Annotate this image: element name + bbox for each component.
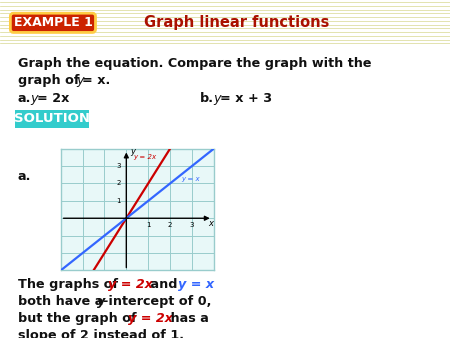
- Text: y: y: [30, 92, 37, 105]
- Text: and: and: [146, 278, 182, 291]
- Text: a.: a.: [18, 92, 32, 105]
- Text: 1: 1: [117, 198, 121, 204]
- Text: y: y: [130, 147, 135, 156]
- Text: Graph linear functions: Graph linear functions: [144, 15, 329, 30]
- Text: EXAMPLE 1: EXAMPLE 1: [14, 16, 92, 29]
- Text: SOLUTION: SOLUTION: [14, 112, 90, 125]
- Text: = x + 3: = x + 3: [220, 92, 272, 105]
- Text: both have a: both have a: [18, 295, 108, 308]
- Text: The graphs of: The graphs of: [18, 278, 122, 291]
- Text: -intercept of 0,: -intercept of 0,: [103, 295, 212, 308]
- Text: y = 2x: y = 2x: [128, 312, 173, 325]
- Text: y = 2x: y = 2x: [133, 154, 156, 160]
- Text: a.: a.: [18, 170, 32, 183]
- Text: b.: b.: [200, 92, 214, 105]
- Text: has a: has a: [166, 312, 209, 325]
- Text: = x.: = x.: [82, 74, 110, 87]
- Text: 1: 1: [146, 222, 150, 228]
- Text: y: y: [97, 295, 105, 308]
- Text: 2: 2: [168, 222, 172, 228]
- Text: x: x: [208, 219, 213, 228]
- Text: y = x: y = x: [178, 278, 214, 291]
- Text: = 2x: = 2x: [37, 92, 69, 105]
- Text: slope of 2 instead of 1.: slope of 2 instead of 1.: [18, 329, 184, 338]
- Text: 3: 3: [189, 222, 194, 228]
- Text: y: y: [76, 74, 84, 87]
- Text: 3: 3: [117, 163, 121, 169]
- Text: Graph the equation. Compare the graph with the: Graph the equation. Compare the graph wi…: [18, 57, 372, 70]
- Text: graph of: graph of: [18, 74, 84, 87]
- Text: but the graph of: but the graph of: [18, 312, 141, 325]
- Text: y = x: y = x: [181, 176, 200, 182]
- FancyBboxPatch shape: [15, 110, 89, 128]
- Text: y = 2x: y = 2x: [108, 278, 153, 291]
- Text: 2: 2: [117, 180, 121, 187]
- Text: y: y: [213, 92, 220, 105]
